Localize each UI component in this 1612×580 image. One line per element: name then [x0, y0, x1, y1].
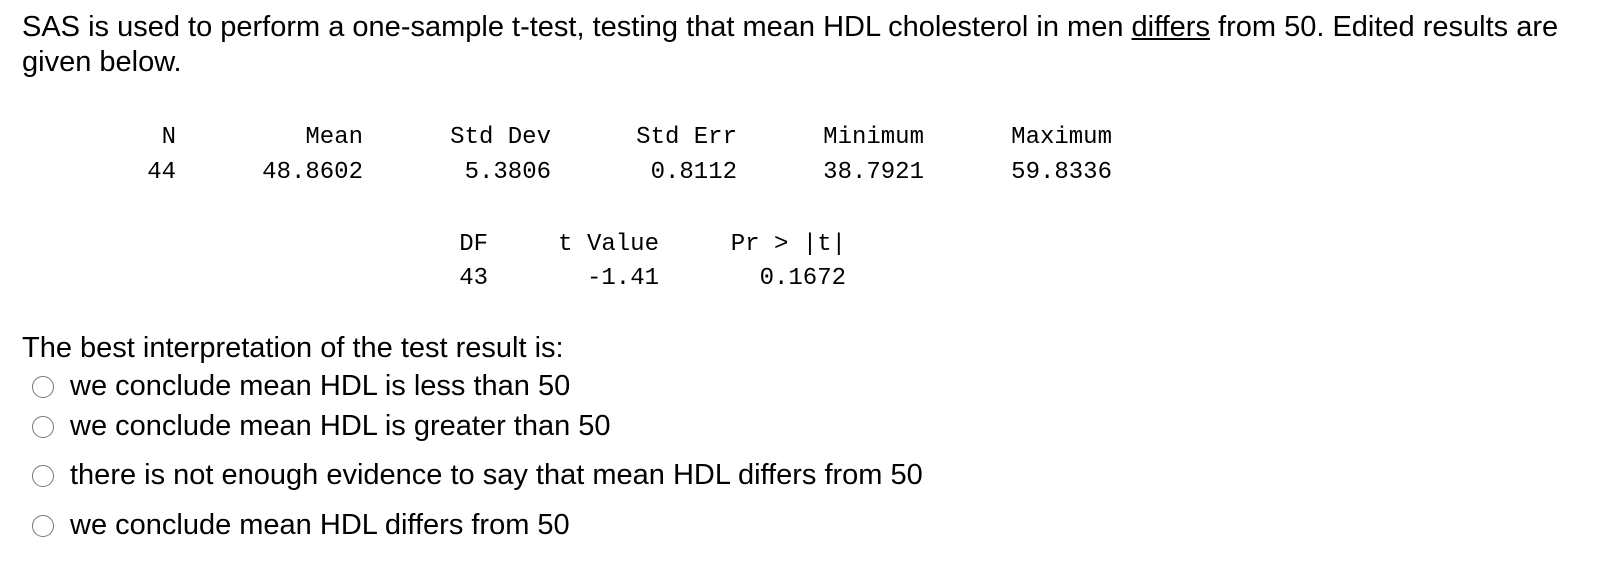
value-cell: 5.3806: [464, 159, 551, 186]
value-cell: 44: [147, 159, 176, 186]
header-cell: Std Err: [636, 124, 737, 151]
radio-button[interactable]: [32, 514, 54, 537]
emphasis-differs: differs: [1131, 11, 1210, 43]
option-not-enough-evidence[interactable]: there is not enough evidence to say that…: [32, 459, 923, 492]
header-cell: Minimum: [823, 124, 924, 151]
option-differs[interactable]: we conclude mean HDL differs from 50: [32, 509, 570, 542]
option-label: we conclude mean HDL differs from 50: [70, 509, 570, 541]
question-part: SAS is used to perform a one-sample t-te…: [22, 11, 1132, 43]
value-cell: 43: [459, 265, 488, 292]
option-label: there is not enough evidence to say that…: [70, 459, 923, 491]
header-cell: Maximum: [1011, 124, 1112, 151]
value-cell: 0.1672: [759, 265, 846, 292]
value-cell: 0.8112: [650, 159, 737, 186]
question-text: SAS is used to perform a one-sample t-te…: [22, 10, 1602, 80]
prompt-text: The best interpretation of the test resu…: [22, 332, 564, 364]
radio-button[interactable]: [32, 375, 54, 398]
option-label: we conclude mean HDL is greater than 50: [70, 410, 611, 442]
header-cell: t Value: [558, 231, 659, 258]
value-cell: 38.7921: [823, 159, 924, 186]
value-cell: 48.8602: [262, 159, 363, 186]
header-cell: Std Dev: [450, 124, 551, 151]
value-cell: -1.41: [586, 265, 659, 292]
option-greater-than[interactable]: we conclude mean HDL is greater than 50: [32, 410, 611, 443]
radio-button[interactable]: [32, 415, 54, 438]
question-part: from 50. Edited results are given below.: [22, 11, 1559, 78]
option-less-than[interactable]: we conclude mean HDL is less than 50: [32, 370, 570, 403]
value-cell: 59.8336: [1011, 159, 1112, 186]
radio-button[interactable]: [32, 464, 54, 487]
option-label: we conclude mean HDL is less than 50: [70, 370, 571, 402]
header-cell: Mean: [305, 124, 363, 151]
header-cell: N: [161, 124, 176, 151]
header-cell: DF: [459, 231, 488, 258]
header-cell: Pr > |t|: [730, 231, 846, 258]
